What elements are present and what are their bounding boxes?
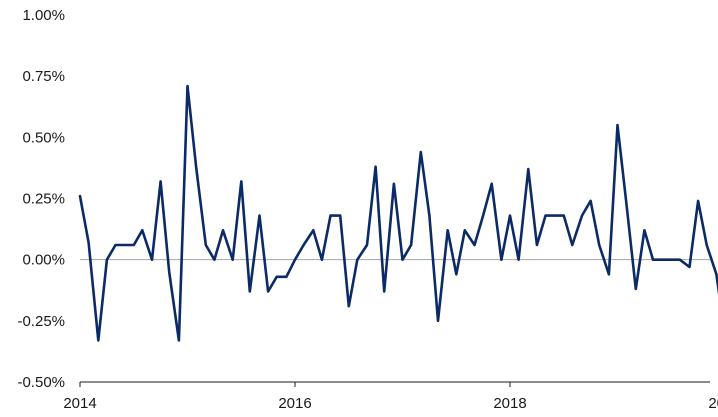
x-tick-label: 2016 xyxy=(278,395,311,412)
y-tick-label: 0.50% xyxy=(22,129,65,146)
y-tick-label: -0.25% xyxy=(17,313,65,330)
x-tick-label: 2018 xyxy=(493,395,526,412)
series-line-layer xyxy=(78,84,718,342)
y-tick-label: 1.00% xyxy=(22,7,65,24)
y-tick-label: 0.00% xyxy=(22,252,65,269)
series-line xyxy=(78,84,718,342)
x-axis-tick-labels: 201420162018202020222024 xyxy=(63,395,718,412)
y-tick-label: 0.75% xyxy=(22,68,65,85)
x-axis xyxy=(79,381,710,387)
y-axis-tick-labels: -0.50% -0.25% 0.00% 0.25% 0.50% 0.75% 1.00% xyxy=(17,7,65,391)
x-tick-label: 2020 xyxy=(708,395,718,412)
y-tick-label: -0.50% xyxy=(17,374,65,391)
y-tick-label: 0.25% xyxy=(22,191,65,208)
x-tick-label: 2014 xyxy=(63,395,96,412)
